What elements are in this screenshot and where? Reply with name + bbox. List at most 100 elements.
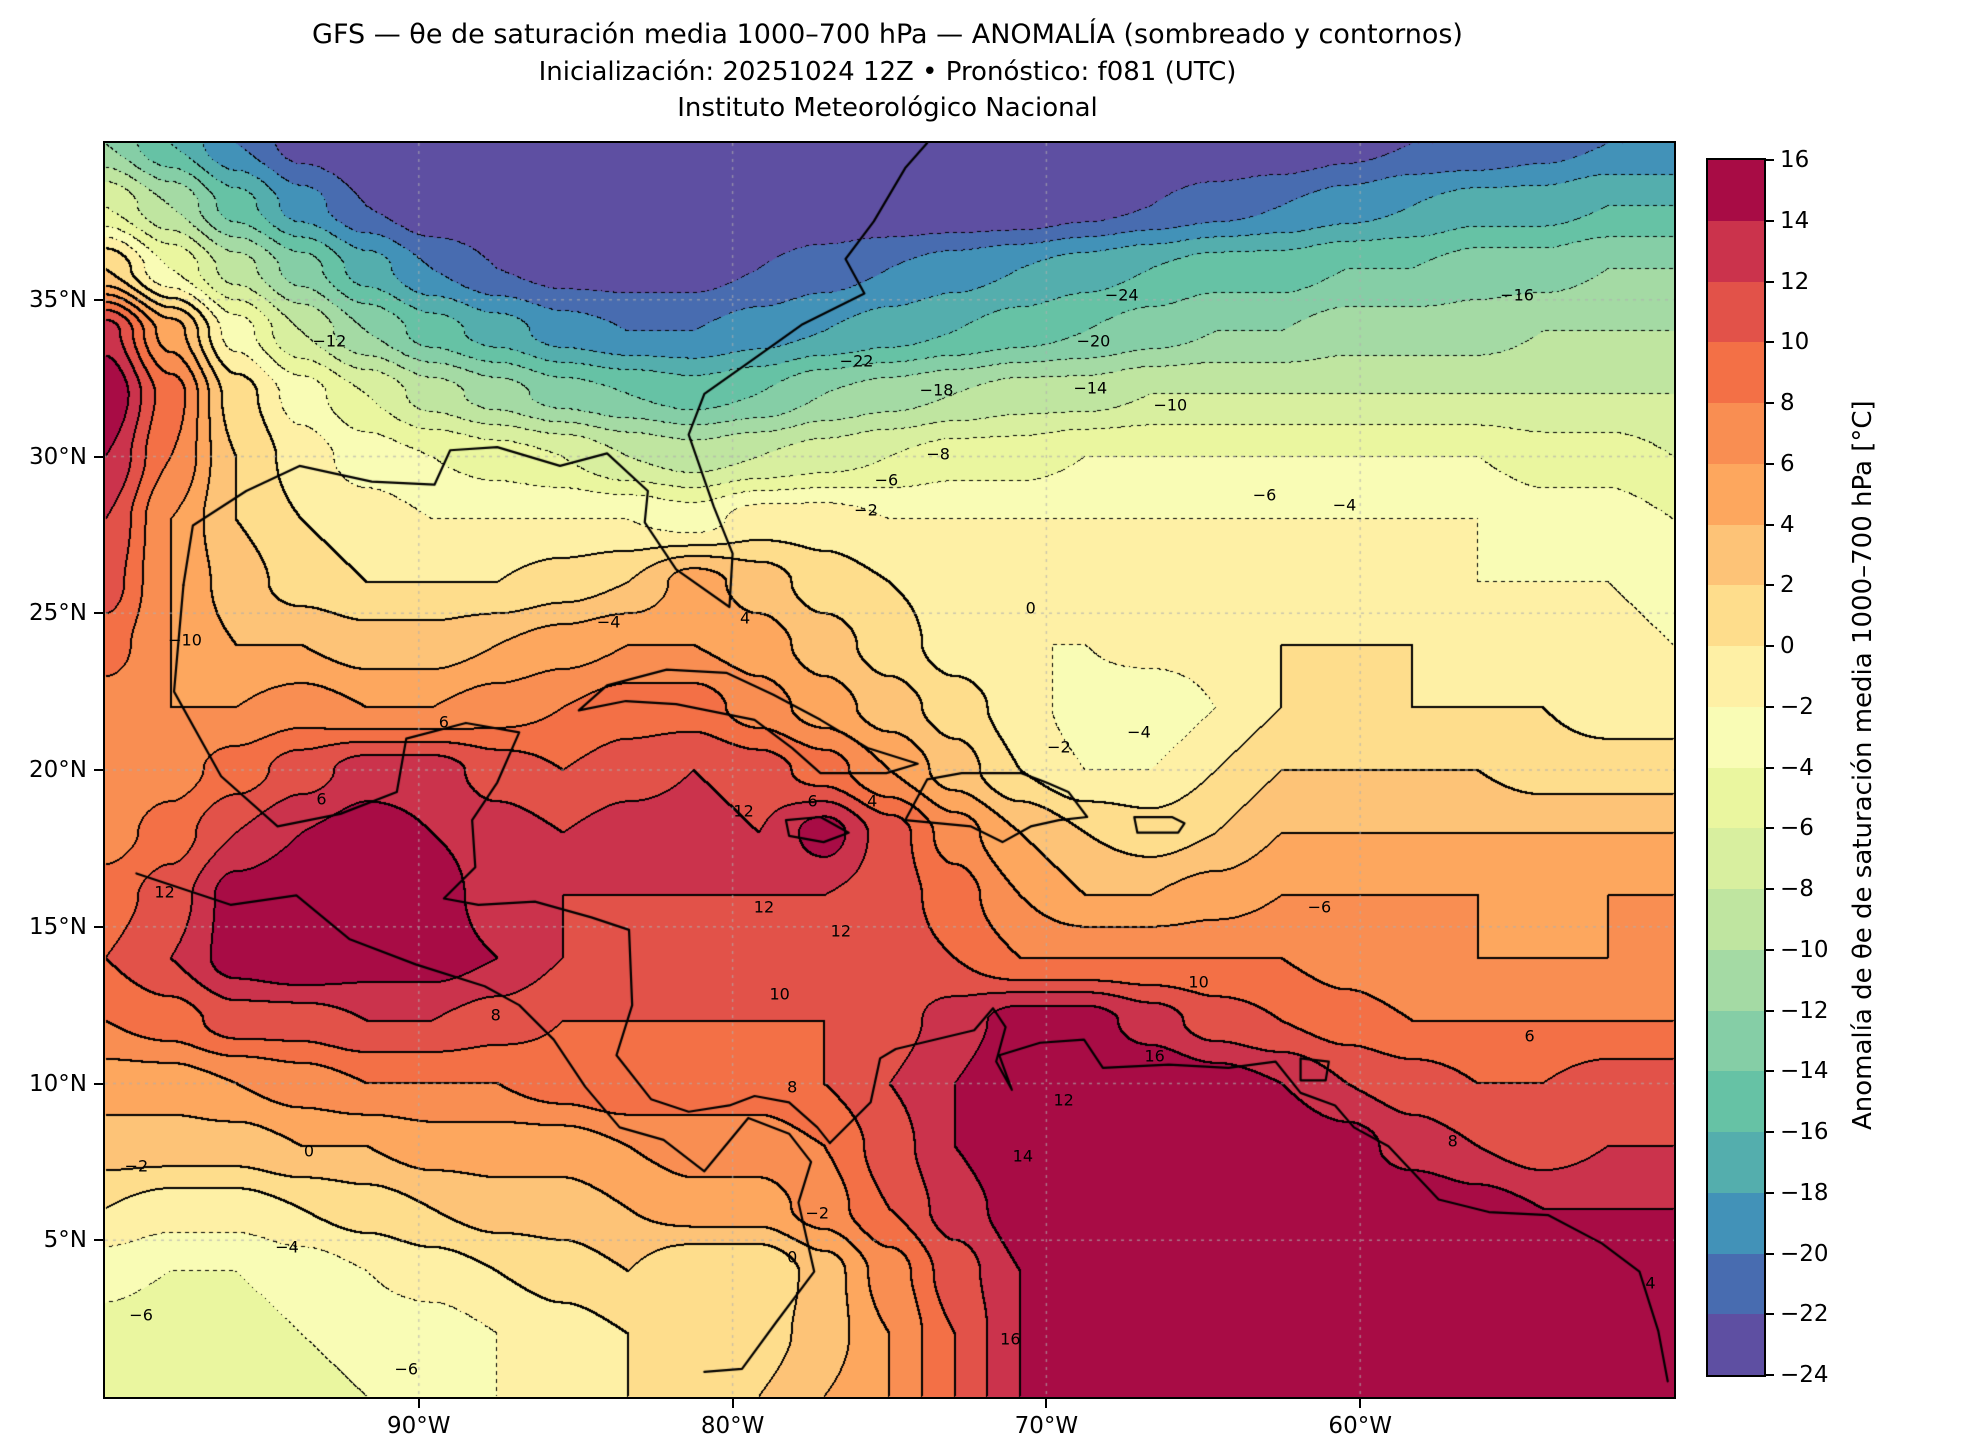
y-axis-tick-label: 25°N bbox=[29, 600, 87, 627]
colorbar-segment bbox=[1708, 524, 1764, 586]
chart-header: GFS — θe de saturación media 1000–700 hP… bbox=[103, 16, 1672, 126]
contour-label: 14 bbox=[1012, 1146, 1034, 1166]
contour-label: −12 bbox=[312, 331, 347, 351]
colorbar-tickmark bbox=[1766, 1131, 1774, 1133]
contour-label: −8 bbox=[926, 444, 950, 464]
contour-label: 4 bbox=[740, 608, 751, 628]
colorbar-tick-label: −14 bbox=[1780, 1058, 1829, 1085]
contour-label: 10 bbox=[769, 984, 790, 1004]
colorbar-tickmark bbox=[1766, 219, 1774, 222]
colorbar-tick-label: 16 bbox=[1780, 147, 1810, 173]
chart-title: GFS — θe de saturación media 1000–700 hP… bbox=[312, 19, 1463, 50]
y-axis-tickmark bbox=[94, 1239, 103, 1242]
contour-label: −14 bbox=[1073, 378, 1108, 398]
colorbar-tickmark bbox=[1766, 584, 1774, 587]
y-axis-tickmark bbox=[94, 455, 103, 458]
colorbar-tick-label: 4 bbox=[1780, 511, 1795, 538]
colorbar-tickmark bbox=[1766, 280, 1774, 283]
y-axis-tickmark bbox=[94, 612, 103, 615]
y-axis-tickmark bbox=[94, 1082, 103, 1085]
colorbar-tickmark bbox=[1766, 1070, 1774, 1073]
colorbar-tickmark bbox=[1766, 402, 1774, 404]
colorbar-segment bbox=[1708, 1010, 1764, 1072]
contour-label: −6 bbox=[394, 1359, 419, 1379]
colorbar-tickmark bbox=[1766, 948, 1774, 951]
contour-label: −4 bbox=[596, 612, 621, 632]
contour-label: −24 bbox=[1104, 285, 1139, 305]
colorbar-segment bbox=[1708, 646, 1764, 707]
y-axis-tick-label: 30°N bbox=[29, 443, 87, 470]
colorbar-segment bbox=[1708, 1071, 1764, 1132]
y-axis-tick-label: 20°N bbox=[29, 757, 87, 783]
colorbar-segment bbox=[1708, 585, 1764, 646]
colorbar-tickmark bbox=[1766, 462, 1774, 465]
contour-label: −4 bbox=[275, 1237, 299, 1257]
colorbar-tick-label: −4 bbox=[1780, 754, 1814, 781]
x-axis-tick-label: 70°W bbox=[1014, 1413, 1079, 1439]
contour-label: −22 bbox=[839, 351, 874, 371]
colorbar-segment bbox=[1708, 1314, 1764, 1375]
colorbar-tickmark bbox=[1766, 341, 1774, 344]
colorbar-segment bbox=[1708, 706, 1764, 768]
contour-labels-layer: −24 −20 −22 −18 −14 −16 −12 −10 −8 −6 −6 −4 −2 −10 −4 4… bbox=[105, 143, 1674, 1397]
contour-label: 6 bbox=[807, 791, 818, 811]
contour-label: −20 bbox=[1076, 331, 1111, 351]
contour-label: −2 bbox=[124, 1156, 149, 1176]
contour-label: −6 bbox=[1307, 897, 1332, 917]
colorbar-tick-label: 10 bbox=[1780, 329, 1810, 356]
contour-label: 0 bbox=[1025, 598, 1036, 618]
colorbar-segment bbox=[1708, 1192, 1764, 1254]
colorbar-segment bbox=[1708, 281, 1764, 343]
colorbar-tick-label: −10 bbox=[1780, 936, 1829, 963]
colorbar-tick-label: −22 bbox=[1780, 1301, 1829, 1328]
x-axis-tickmark bbox=[1045, 1399, 1048, 1408]
contour-label: −2 bbox=[805, 1203, 830, 1223]
colorbar-tick-label: 14 bbox=[1780, 207, 1810, 234]
colorbar-tick-label: −2 bbox=[1780, 693, 1814, 720]
x-axis-tickmark bbox=[417, 1399, 420, 1408]
contour-label: −2 bbox=[854, 500, 878, 520]
chart-institution: Instituto Meteorológico Nacional bbox=[677, 93, 1098, 123]
contour-label: 10 bbox=[1188, 972, 1209, 992]
colorbar-segment bbox=[1708, 342, 1764, 403]
contour-label: 12 bbox=[753, 897, 775, 917]
colorbar-tick-label: 8 bbox=[1780, 390, 1795, 416]
colorbar-tickmark bbox=[1766, 1191, 1774, 1194]
contour-label: 16 bbox=[1000, 1329, 1021, 1349]
colorbar-tick-label: 12 bbox=[1780, 268, 1810, 295]
contour-label: 6 bbox=[316, 789, 327, 809]
contour-label: 16 bbox=[1144, 1046, 1165, 1066]
colorbar-tick-label: −8 bbox=[1780, 876, 1814, 902]
y-axis-tickmark bbox=[94, 298, 103, 301]
y-axis-tick-label: 35°N bbox=[29, 286, 87, 313]
colorbar-tick-label: −6 bbox=[1780, 815, 1814, 842]
colorbar-tick-label: 6 bbox=[1780, 450, 1795, 477]
colorbar-tick-label: −18 bbox=[1780, 1179, 1829, 1206]
map-plot-area: −24 −20 −22 −18 −14 −16 −12 −10 −8 −6 −6 −4 −2 −10 −4 4… bbox=[103, 141, 1676, 1399]
contour-label: 0 bbox=[787, 1247, 798, 1267]
colorbar-label: Anomalía de θe de saturación media 1000–… bbox=[1848, 400, 1878, 1131]
colorbar-tickmark bbox=[1766, 645, 1774, 647]
colorbar-segment bbox=[1708, 889, 1764, 950]
colorbar-segment bbox=[1708, 1253, 1764, 1315]
colorbar-tickmark bbox=[1766, 705, 1774, 708]
colorbar-tick-label: −20 bbox=[1780, 1240, 1829, 1267]
contour-label: −6 bbox=[1252, 485, 1277, 505]
colorbar-tickmark bbox=[1766, 1252, 1774, 1255]
colorbar-tickmark bbox=[1766, 1374, 1774, 1376]
y-axis-tickmark bbox=[94, 769, 103, 771]
contour-label: 8 bbox=[787, 1077, 798, 1097]
contour-label: −10 bbox=[168, 630, 202, 650]
colorbar-tick-label: 2 bbox=[1780, 572, 1795, 599]
contour-label: −6 bbox=[874, 470, 899, 490]
colorbar-segment bbox=[1708, 949, 1764, 1011]
contour-label: 4 bbox=[867, 791, 878, 811]
contour-label: 6 bbox=[1524, 1026, 1535, 1046]
colorbar-segment bbox=[1708, 220, 1764, 282]
colorbar-segment bbox=[1708, 767, 1764, 829]
contour-label: 4 bbox=[1645, 1273, 1656, 1293]
contour-label: −6 bbox=[129, 1305, 153, 1325]
colorbar-tick-label: −16 bbox=[1780, 1119, 1829, 1145]
colorbar-tickmark bbox=[1766, 1313, 1774, 1316]
